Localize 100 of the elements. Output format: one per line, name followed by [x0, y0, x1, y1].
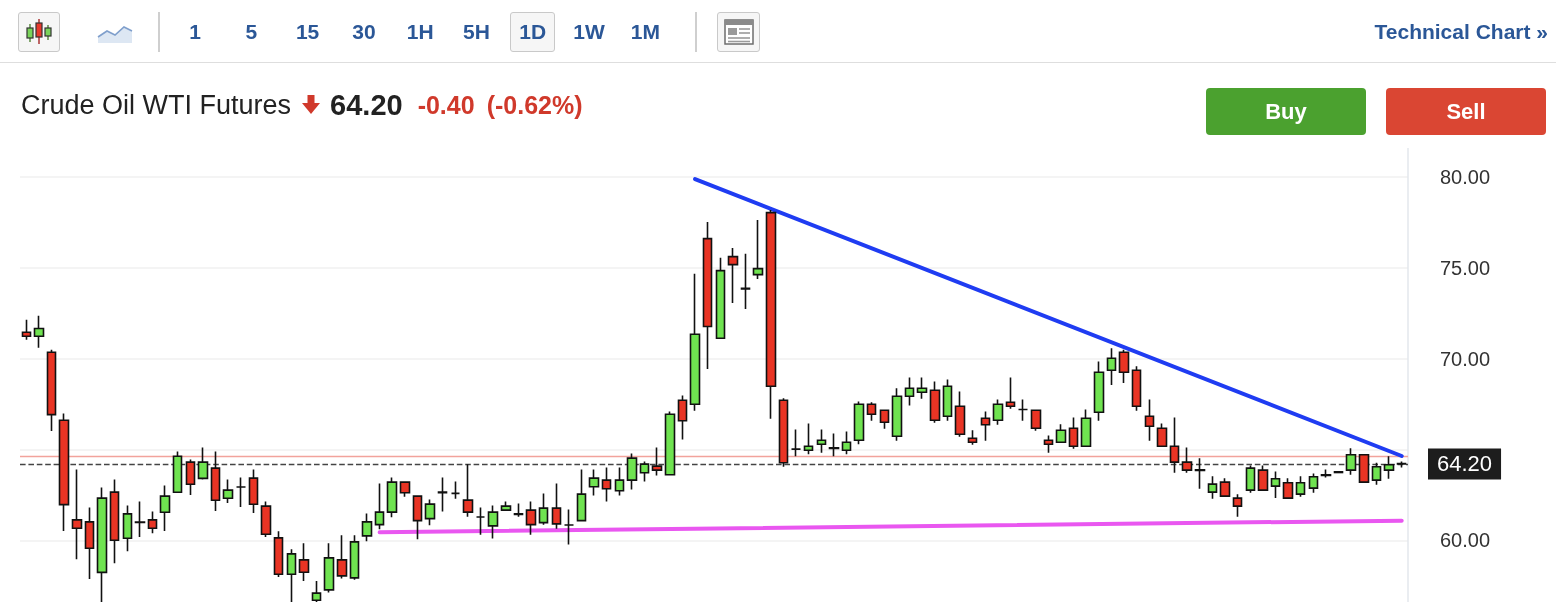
candlestick — [1320, 468, 1332, 479]
candlestick — [778, 397, 789, 468]
candlestick — [412, 494, 423, 541]
candlestick — [374, 482, 385, 531]
candlestick — [273, 530, 284, 578]
candlestick — [891, 387, 903, 442]
candlestick — [765, 209, 777, 420]
candlestick — [1371, 461, 1382, 486]
candlestick — [336, 534, 348, 580]
candlestick — [46, 348, 57, 432]
candlestick — [639, 460, 650, 483]
candlestick — [702, 221, 713, 370]
candlestick — [172, 450, 183, 494]
candlestick — [1282, 477, 1294, 499]
y-tick-label: 70.00 — [1440, 347, 1491, 370]
candlestick — [1333, 470, 1344, 474]
candlestick — [715, 257, 726, 340]
text: 1 — [189, 20, 201, 44]
candlestick — [500, 500, 512, 511]
candlestick — [248, 468, 259, 514]
candlestick — [386, 476, 398, 519]
candlestick — [437, 476, 448, 513]
candlestick — [614, 466, 625, 497]
candlestick — [210, 450, 221, 512]
candlestick — [1156, 422, 1168, 447]
candlestick — [399, 481, 411, 498]
candlestick — [677, 394, 688, 441]
candlestick — [96, 486, 108, 602]
candlestick — [1118, 348, 1130, 384]
candlestick — [904, 376, 915, 407]
candlestick — [84, 506, 95, 580]
candlestick — [1068, 416, 1079, 450]
candlestick — [513, 502, 524, 518]
chart-title: Crude Oil WTI Futures — [21, 89, 292, 121]
candlestick — [916, 376, 928, 400]
candlestick — [298, 542, 310, 582]
candlestick — [1219, 477, 1231, 497]
candlestick — [1245, 464, 1256, 494]
candlestick — [1308, 472, 1319, 494]
candlestick — [1383, 455, 1395, 480]
candlestick — [462, 463, 474, 518]
candlestick — [1030, 409, 1042, 432]
candlestick — [1194, 457, 1206, 490]
text: 15 — [295, 20, 320, 44]
candlestick — [424, 498, 436, 527]
candlestick — [33, 315, 45, 349]
candlestick — [475, 506, 486, 536]
candlestick — [563, 508, 575, 546]
candlestick — [1017, 398, 1029, 422]
text: Technical Chart » — [1374, 19, 1548, 45]
candlestick — [576, 468, 587, 522]
candlestick — [816, 428, 827, 454]
candlestick — [853, 400, 865, 445]
candlestick — [942, 378, 953, 422]
text: (-0.62%) — [486, 90, 583, 120]
text: -0.40 — [417, 90, 475, 120]
candlestick — [601, 466, 612, 503]
candlestick — [71, 468, 83, 560]
candlestick — [1181, 446, 1193, 474]
candlestick — [323, 542, 335, 594]
candlestick — [841, 430, 852, 455]
text: 1M — [630, 20, 660, 44]
candlestick — [1295, 475, 1306, 498]
buy-button: Buy — [1206, 88, 1366, 135]
candlestick — [929, 380, 941, 424]
candlestick — [1131, 365, 1142, 412]
candlestick — [1232, 493, 1243, 518]
candlestick — [147, 510, 158, 535]
candlestick — [361, 512, 373, 542]
candlestick — [967, 429, 978, 446]
candlestick — [1207, 475, 1218, 500]
candlestick — [651, 446, 663, 477]
candlestick — [752, 219, 764, 280]
text: 30 — [352, 20, 376, 44]
candlestick — [727, 247, 739, 304]
candlestick — [879, 409, 890, 430]
candlestick — [311, 580, 322, 602]
candlestick — [134, 500, 146, 538]
candlestick — [740, 253, 751, 310]
candlestick — [588, 468, 600, 497]
candlestick — [122, 504, 133, 552]
candlestick — [222, 478, 234, 504]
candlestick — [992, 398, 1004, 426]
candlestick — [159, 484, 171, 532]
candlestick — [626, 452, 638, 491]
candlestick — [664, 410, 676, 476]
text: 1W — [573, 20, 605, 44]
candlestick — [58, 412, 70, 532]
candlestick — [551, 482, 562, 530]
y-tick-label: 60.00 — [1440, 529, 1491, 552]
candlestick — [1080, 408, 1092, 447]
candlestick — [1270, 470, 1281, 499]
ref-line-label: 64.20 — [1437, 451, 1493, 477]
candlestick — [954, 390, 966, 438]
candlestick — [1106, 347, 1117, 386]
candlestick — [866, 401, 877, 422]
text: 5 — [245, 20, 258, 44]
candlestick — [487, 504, 499, 540]
candlestick — [1257, 464, 1269, 491]
selected-button: 1D — [510, 12, 556, 52]
